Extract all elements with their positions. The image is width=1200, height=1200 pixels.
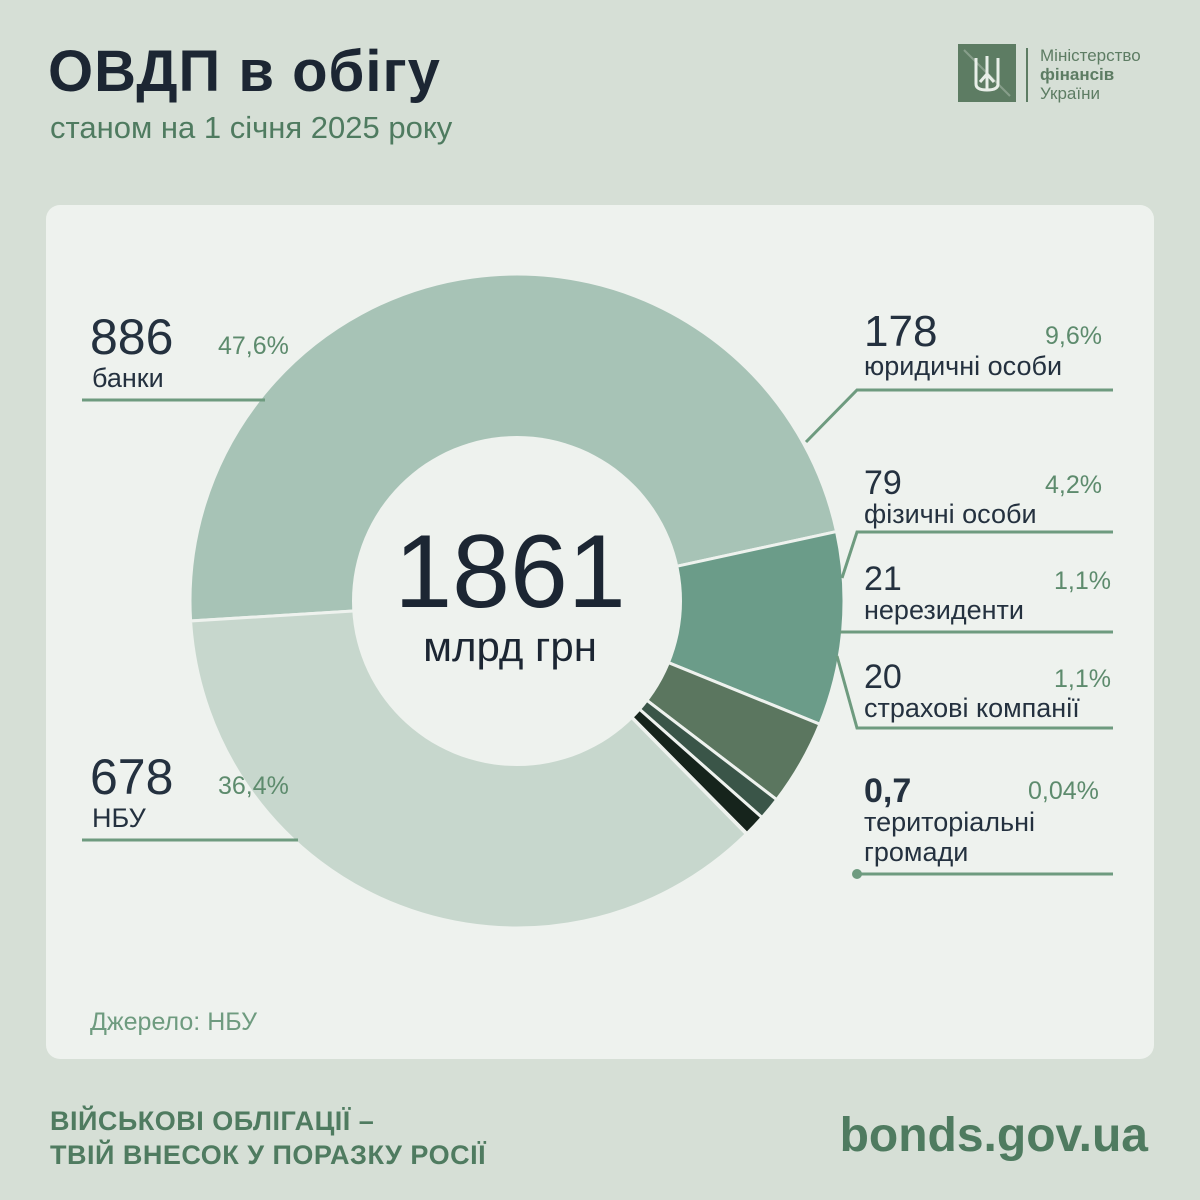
slice-percent-individuals: 4,2%: [1045, 471, 1102, 499]
leader-communities-dot: [852, 869, 862, 879]
slice-6: [189, 599, 749, 930]
leader-insurance: [835, 655, 1113, 730]
slogan-line-2: ТВІЙ ВНЕСОК У ПОРАЗКУ РОСІЇ: [50, 1140, 487, 1170]
donut-hole: [352, 436, 682, 766]
leader-lines: [82, 388, 1113, 879]
source-note: Джерело: НБУ: [90, 1008, 257, 1036]
logo-line-2: фінансів: [1040, 65, 1141, 84]
slice-percent-banks: 47,6%: [218, 332, 289, 360]
slice-value-individuals: 79: [864, 464, 902, 502]
slice-percent-insurance: 1,1%: [1054, 665, 1111, 693]
logo-text: Міністерство фінансів України: [1040, 46, 1141, 103]
slice-percent-nonresidents: 1,1%: [1054, 567, 1111, 595]
slice-label-nonresidents: нерезиденти: [864, 595, 1024, 625]
slice-percent-legal: 9,6%: [1045, 322, 1102, 350]
slice-value-legal: 178: [864, 307, 938, 356]
slice-value-banks: 886: [90, 309, 174, 365]
total-unit: млрд грн: [423, 623, 597, 670]
slice-percent-communities: 0,04%: [1028, 777, 1099, 805]
trident-icon: [958, 44, 1016, 102]
slogan-line-1: ВІЙСЬКОВІ ОБЛІГАЦІЇ –: [50, 1106, 375, 1136]
ministry-logo: Міністерство фінансів України: [958, 44, 1168, 108]
leader-individuals: [840, 530, 1113, 579]
logo-line-1: Міністерство: [1040, 46, 1141, 65]
total-value: 1861: [394, 514, 626, 630]
slice-label-nbu: НБУ: [92, 803, 146, 833]
logo-line-2-bold: фінансів: [1040, 65, 1115, 84]
slice-value-insurance: 20: [864, 658, 902, 696]
slice-label-banks: банки: [92, 363, 164, 393]
slice-label-communities: територіальні громади: [864, 807, 1036, 867]
slice-label-insurance: страхові компанії: [864, 693, 1080, 723]
logo-separator: [1026, 48, 1028, 102]
page-subtitle: станом на 1 січня 2025 року: [50, 110, 453, 145]
slice-label-legal: юридичні особи: [864, 351, 1063, 381]
page-title: ОВДП в обігу: [48, 39, 441, 104]
slice-value-nonresidents: 21: [864, 560, 902, 598]
slice-value-nbu: 678: [90, 749, 174, 805]
slice-percent-nbu: 36,4%: [218, 772, 289, 800]
site-link[interactable]: bonds.gov.ua: [839, 1109, 1148, 1162]
slice-label-individuals: фізичні особи: [864, 499, 1037, 529]
slice-value-communities: 0,7: [864, 772, 912, 810]
slice-1: [511, 529, 846, 727]
logo-line-3: України: [1040, 84, 1100, 103]
leader-legal: [804, 388, 1113, 444]
slogan: ВІЙСЬКОВІ ОБЛІГАЦІЇ – ТВІЙ ВНЕСОК У ПОРА…: [50, 1104, 486, 1172]
